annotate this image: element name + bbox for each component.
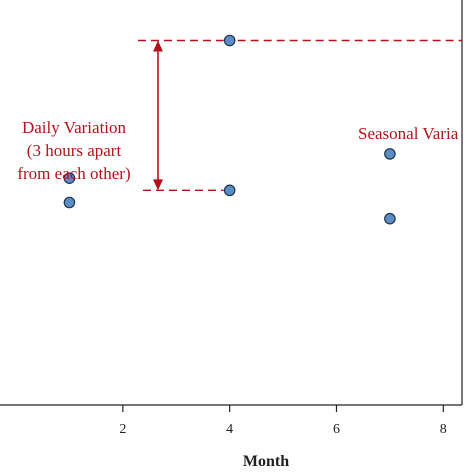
x-ticks: 2 4 6 8 (119, 405, 447, 437)
data-point (384, 212, 396, 225)
data-points (63, 34, 396, 225)
variation-arrow-head-down (153, 179, 163, 191)
data-point (63, 196, 76, 209)
x-tick-label: 6 (333, 422, 340, 437)
chart-axes (0, 0, 463, 406)
variation-arrow-head-up (153, 40, 163, 52)
daily-variation-label-line-1: Daily Variation (22, 118, 127, 137)
daily-variation-guides (138, 39, 462, 192)
x-tick-label: 8 (440, 422, 447, 437)
data-point (223, 184, 236, 197)
x-tick-label: 2 (119, 422, 126, 437)
data-point (223, 34, 236, 47)
data-point (384, 148, 396, 160)
daily-variation-label-line-2: (3 hours apart (27, 141, 122, 160)
x-tick-label: 4 (226, 422, 233, 437)
data-point (63, 172, 76, 184)
seasonal-variation-label: Seasonal Varia (358, 124, 459, 143)
x-axis-label: Month (243, 453, 289, 470)
daily-variation-label-line-3: from each other) (17, 164, 130, 183)
